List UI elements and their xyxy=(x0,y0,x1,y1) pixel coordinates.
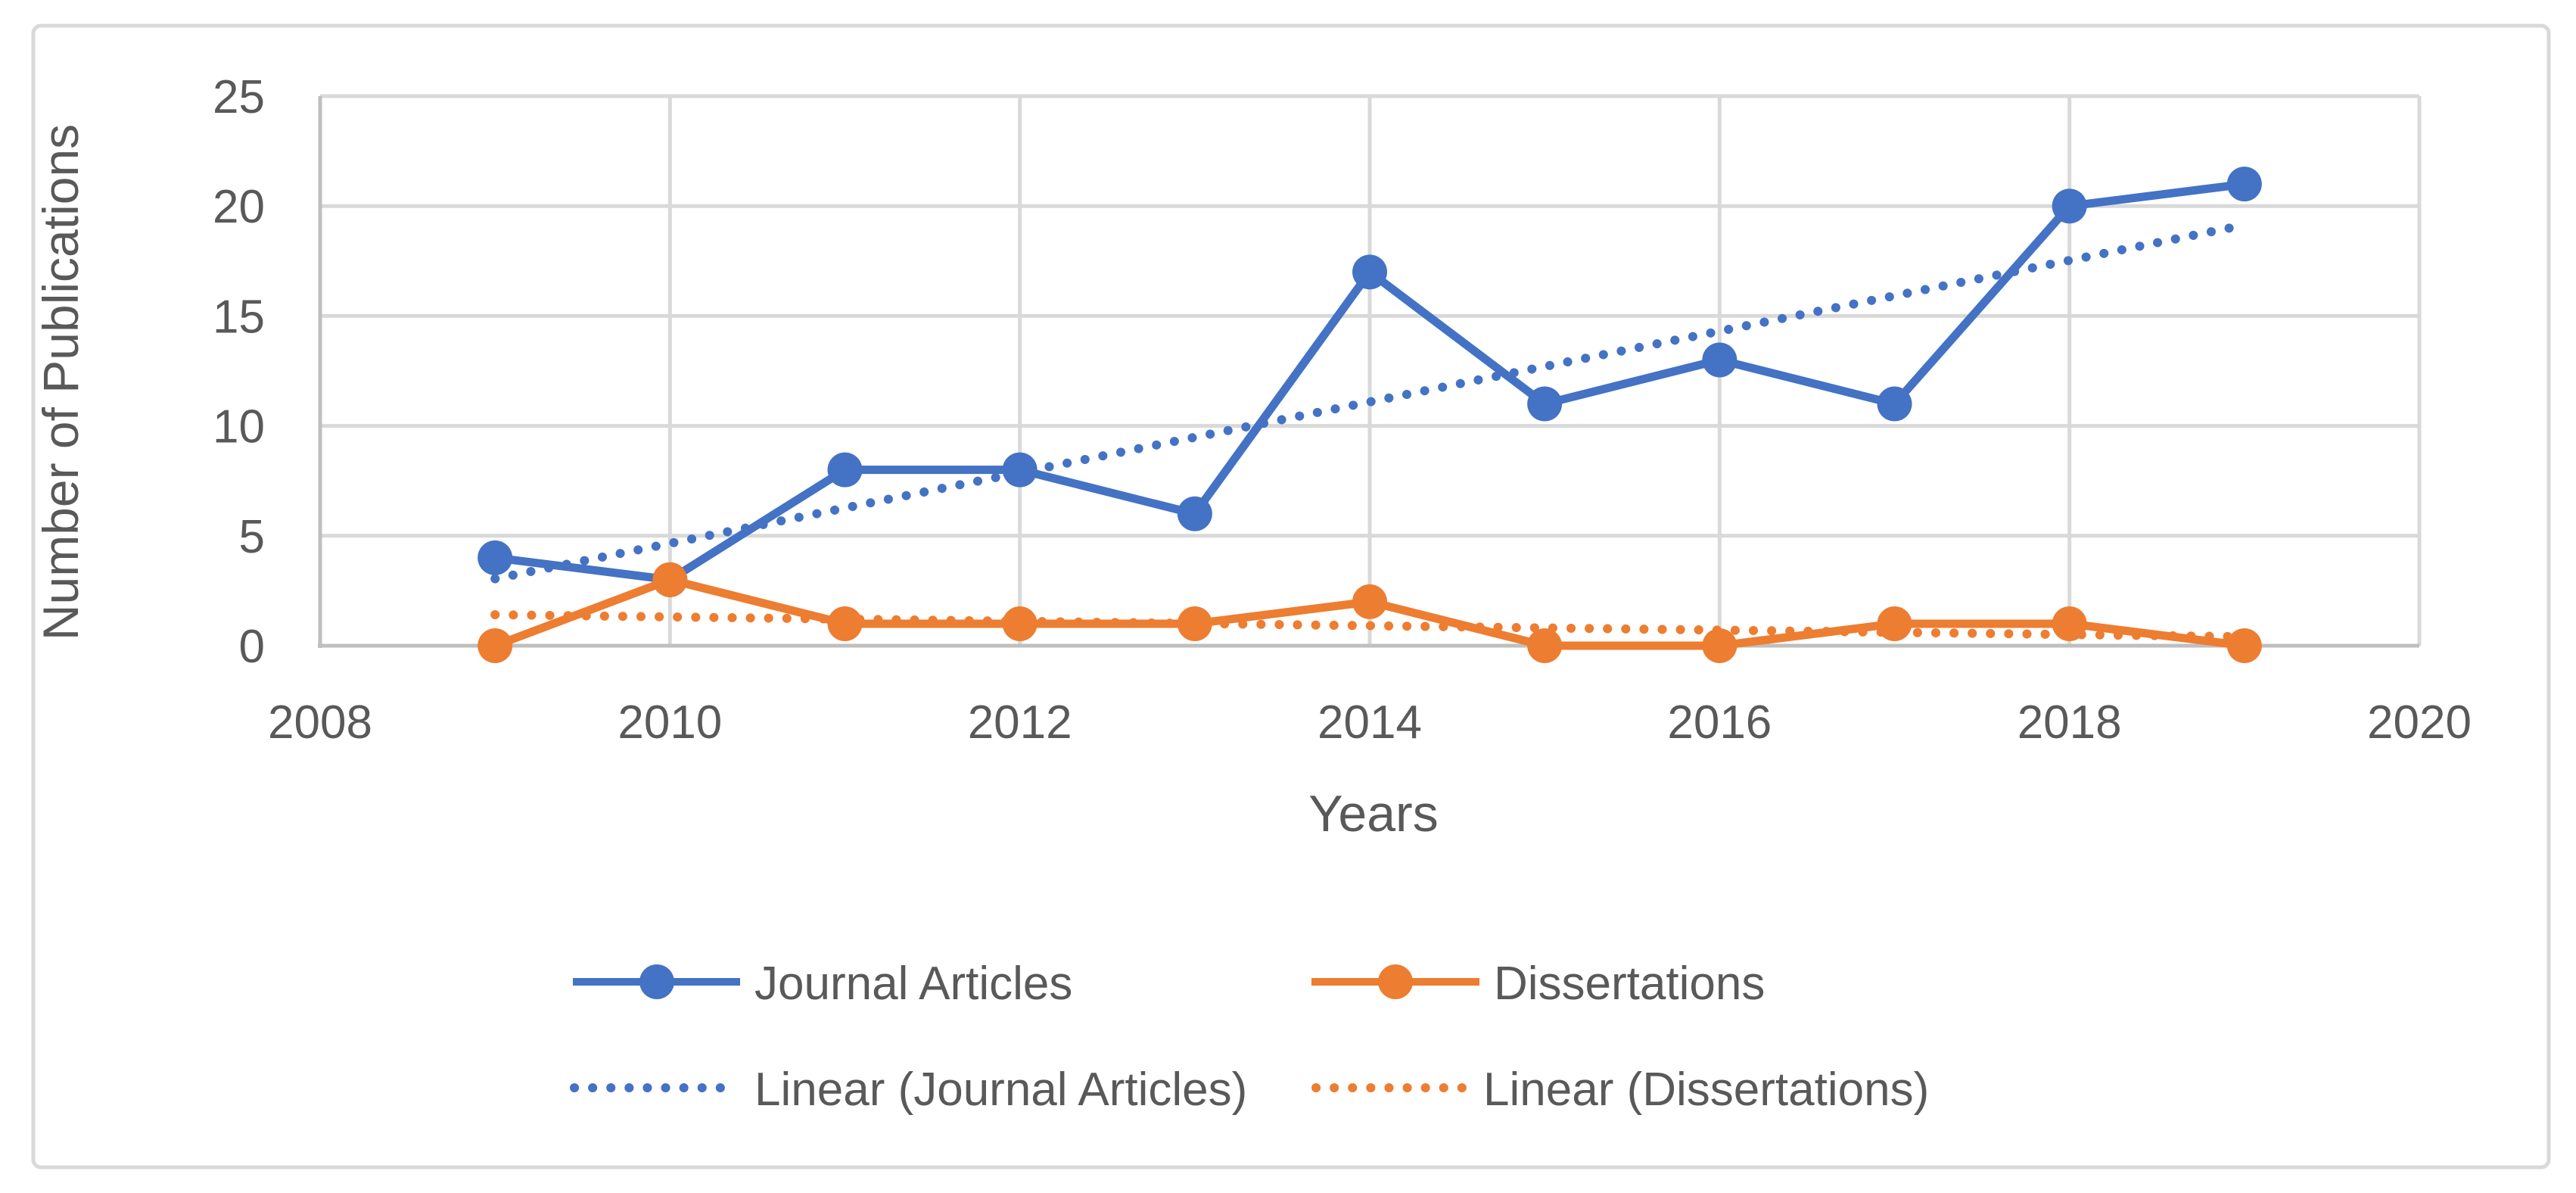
journal-articles-marker xyxy=(1352,254,1387,290)
legend-entry-journal-articles: Journal Articles xyxy=(573,958,1072,1010)
journal-articles-trendline xyxy=(490,220,2249,584)
x-tick-label-2018: 2018 xyxy=(2018,696,2122,749)
legend-label-dissertations: Dissertations xyxy=(1494,958,1765,1010)
journal-articles-marker xyxy=(1177,496,1212,531)
dissertations-marker xyxy=(1177,606,1212,641)
plot-area: 0 5 10 15 20 25 2008 2010 2012 2014 2016 2018 2020 xyxy=(213,71,2472,749)
y-tick-label-0: 0 xyxy=(239,621,265,673)
y-tick-label-25: 25 xyxy=(213,71,265,123)
x-tick-label-2010: 2010 xyxy=(618,696,722,749)
dissertations-marker xyxy=(1702,628,1738,663)
journal-articles-marker xyxy=(2226,167,2262,202)
x-tick-label-2008: 2008 xyxy=(268,696,372,749)
legend-marker-journal-articles xyxy=(639,964,674,999)
chart-border xyxy=(31,23,2551,1170)
dissertations-marker xyxy=(1352,584,1387,619)
y-tick-label-15: 15 xyxy=(213,291,265,343)
dissertations-marker xyxy=(827,606,863,641)
x-axis-title: Years xyxy=(1308,785,1438,843)
y-axis-title: Number of Publications xyxy=(33,124,89,640)
x-tick-label-2016: 2016 xyxy=(1667,696,1772,749)
journal-articles-marker xyxy=(827,452,863,487)
x-tick-label-2014: 2014 xyxy=(1318,696,1422,749)
legend-marker-dissertations xyxy=(1378,964,1413,999)
legend-label-linear-journal-articles: Linear (Journal Articles) xyxy=(754,1064,1247,1116)
legend-label-journal-articles: Journal Articles xyxy=(754,958,1072,1010)
legend-entry-linear-journal-articles: Linear (Journal Articles) xyxy=(570,1064,1247,1116)
dissertations-marker xyxy=(1002,606,1038,641)
journal-articles-marker xyxy=(1527,386,1563,422)
dissertations-trendline xyxy=(490,610,2249,642)
legend-entry-dissertations: Dissertations xyxy=(1311,958,1765,1010)
journal-articles-marker xyxy=(478,540,513,575)
dissertations-marker xyxy=(1527,628,1563,663)
y-tick-label-10: 10 xyxy=(213,401,265,453)
dissertations-marker xyxy=(2226,628,2262,663)
x-tick-label-2012: 2012 xyxy=(968,696,1072,749)
dissertations-marker xyxy=(652,562,688,597)
legend-label-linear-dissertations: Linear (Dissertations) xyxy=(1483,1064,1929,1116)
journal-articles-marker xyxy=(2052,188,2087,224)
legend: Journal Articles Dissertations Linear (J… xyxy=(570,958,1929,1116)
journal-articles-marker xyxy=(1702,342,1738,378)
dissertations-marker xyxy=(478,628,513,663)
legend-entry-linear-dissertations: Linear (Dissertations) xyxy=(1311,1064,1929,1116)
journal-articles-marker xyxy=(1002,452,1038,487)
y-tick-label-5: 5 xyxy=(239,511,265,563)
y-tick-label-20: 20 xyxy=(213,181,265,233)
x-tick-label-2020: 2020 xyxy=(2367,696,2472,749)
journal-articles-marker xyxy=(1877,386,1912,422)
